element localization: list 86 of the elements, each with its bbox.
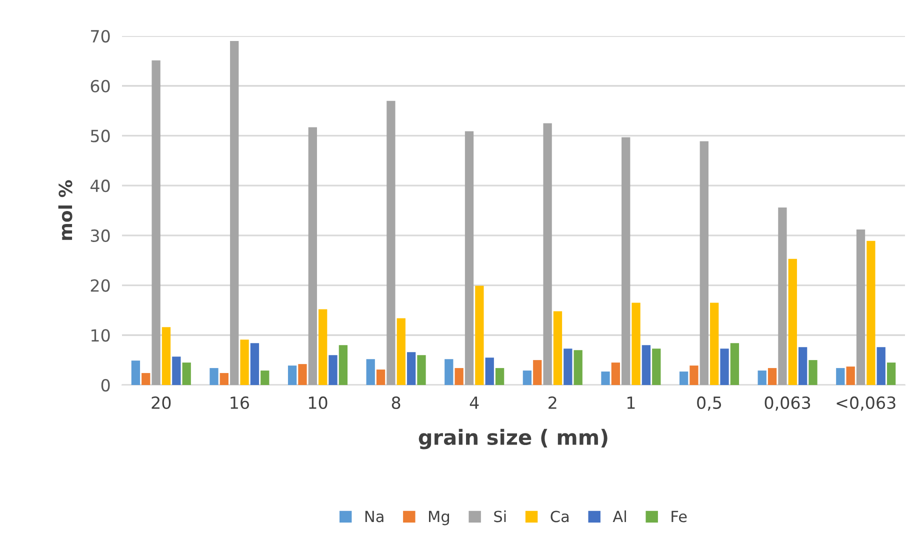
x-tick-label: 20 bbox=[152, 396, 171, 410]
bar bbox=[700, 141, 708, 385]
x-tick-label: 0,5 bbox=[697, 396, 722, 411]
bar bbox=[152, 60, 160, 385]
legend-label: Ca bbox=[550, 510, 569, 522]
x-tick-label: 8 bbox=[392, 396, 400, 410]
bar bbox=[406, 352, 416, 385]
bar bbox=[220, 373, 229, 385]
bar bbox=[338, 345, 348, 385]
bar bbox=[856, 229, 866, 385]
y-tick-label: 20 bbox=[90, 279, 110, 292]
bar bbox=[622, 137, 630, 385]
bar bbox=[836, 368, 845, 385]
x-tick-label: 1 bbox=[627, 396, 635, 409]
y-tick-label: 40 bbox=[90, 180, 110, 192]
bar bbox=[652, 348, 661, 385]
bar bbox=[240, 340, 249, 385]
bar bbox=[308, 127, 317, 385]
x-tick-label: 0,063 bbox=[764, 396, 810, 411]
bar bbox=[758, 370, 766, 385]
bar bbox=[846, 366, 855, 385]
bar bbox=[886, 362, 896, 385]
y-tick-label: 60 bbox=[90, 80, 110, 92]
y-tick-label: 10 bbox=[92, 329, 110, 342]
bar bbox=[788, 258, 797, 385]
bar bbox=[454, 368, 464, 385]
bar bbox=[318, 309, 328, 385]
bar bbox=[260, 370, 270, 385]
bar bbox=[250, 343, 260, 385]
bar bbox=[632, 302, 640, 385]
legend-label: Na bbox=[365, 510, 384, 522]
bar bbox=[396, 318, 406, 385]
bar bbox=[210, 368, 218, 385]
legend-label: Si bbox=[494, 510, 506, 522]
y-axis-title: mol % bbox=[58, 180, 72, 240]
bar bbox=[574, 350, 582, 385]
bar bbox=[230, 40, 239, 385]
legend-label: Mg bbox=[429, 510, 449, 526]
bar bbox=[601, 372, 610, 385]
y-tick-label: 30 bbox=[90, 229, 110, 242]
bar bbox=[288, 366, 297, 385]
legend-label: Al bbox=[612, 510, 626, 522]
y-tick-label: 70 bbox=[91, 30, 110, 43]
bar bbox=[720, 348, 729, 385]
bar bbox=[298, 364, 307, 385]
x-tick-label: 16 bbox=[230, 396, 250, 410]
bar bbox=[768, 368, 777, 385]
bar bbox=[444, 359, 454, 385]
bar bbox=[533, 360, 542, 385]
bar bbox=[464, 131, 474, 385]
bar bbox=[328, 355, 338, 385]
bar bbox=[417, 355, 426, 385]
bar bbox=[142, 373, 150, 385]
legend-label: Fe bbox=[672, 510, 687, 522]
bar bbox=[162, 327, 171, 385]
bar bbox=[386, 100, 396, 385]
y-tick-label: 50 bbox=[90, 130, 110, 142]
bar bbox=[690, 366, 698, 385]
bar bbox=[131, 360, 140, 385]
bar bbox=[485, 358, 494, 385]
x-tick-label: 10 bbox=[308, 396, 328, 410]
x-axis-title: grain size ( mm) bbox=[418, 428, 608, 450]
bar bbox=[366, 359, 375, 385]
bar bbox=[710, 302, 719, 385]
bar bbox=[876, 347, 886, 385]
y-tick-label: 0 bbox=[101, 378, 110, 392]
bar bbox=[611, 362, 620, 385]
bar bbox=[553, 311, 562, 385]
bar bbox=[376, 370, 386, 385]
bar bbox=[495, 368, 504, 385]
bar bbox=[866, 240, 876, 385]
x-tick-label: 2 bbox=[548, 396, 556, 409]
bar bbox=[679, 372, 688, 385]
bar bbox=[522, 370, 532, 385]
bar bbox=[172, 356, 181, 385]
bar bbox=[642, 345, 651, 385]
bar bbox=[182, 362, 191, 385]
bar bbox=[543, 123, 552, 385]
bar bbox=[778, 208, 787, 385]
x-tick-label: 4 bbox=[470, 396, 479, 409]
bar bbox=[730, 343, 740, 385]
bar bbox=[808, 360, 818, 385]
bar bbox=[798, 347, 808, 385]
bar bbox=[564, 348, 572, 385]
x-tick-label: <0,063 bbox=[836, 396, 896, 411]
bar bbox=[475, 286, 484, 385]
